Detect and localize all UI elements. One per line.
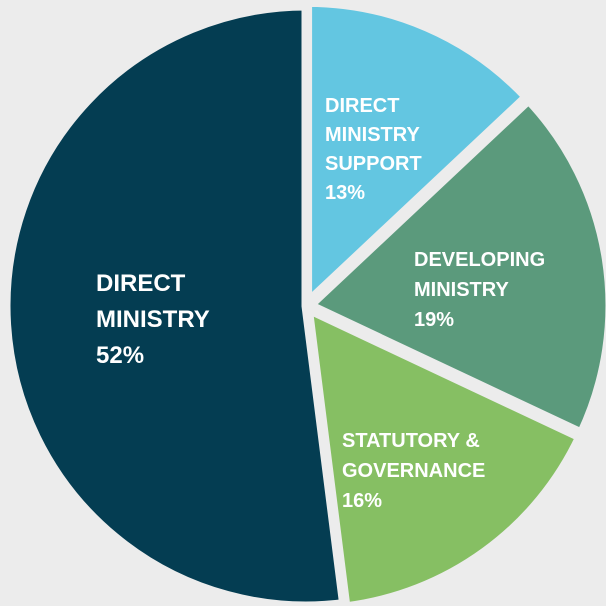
pie-labels: DIRECT MINISTRY SUPPORT 13% DEVELOPING MINIST… bbox=[96, 95, 545, 512]
slice-name-line-3-1: MINISTRY bbox=[96, 306, 210, 333]
slice-name-line-3-0: DIRECT bbox=[96, 270, 186, 297]
slice-label-0: DIRECT MINISTRY SUPPORT 13% bbox=[325, 95, 422, 204]
slice-name-line-1-1: MINISTRY bbox=[414, 279, 509, 301]
slice-value-label-0: 13% bbox=[325, 182, 365, 204]
slice-value-label-3: 52% bbox=[96, 342, 144, 369]
slice-name-line-0-0: DIRECT bbox=[325, 95, 399, 117]
slice-name-line-2-1: GOVERNANCE bbox=[342, 460, 485, 482]
pie-slice-2 bbox=[302, 301, 586, 606]
slice-value-label-2: 16% bbox=[342, 490, 382, 512]
slice-name-line-2-0: STATUTORY & bbox=[342, 430, 480, 452]
slice-name-line-1-0: DEVELOPING bbox=[414, 249, 545, 271]
pie-slice-0 bbox=[303, 0, 533, 313]
slice-value-label-1: 19% bbox=[414, 309, 454, 331]
slice-label-3: DIRECT MINISTRY 52% bbox=[96, 270, 210, 369]
slice-label-1: DEVELOPING MINISTRY 19% bbox=[414, 249, 545, 331]
slice-label-2: STATUTORY & GOVERNANCE 16% bbox=[342, 430, 485, 512]
pie-slice-3 bbox=[1, 1, 349, 606]
pie-slice-1 bbox=[302, 93, 606, 440]
slice-name-line-0-1: MINISTRY bbox=[325, 124, 420, 146]
slice-name-line-0-2: SUPPORT bbox=[325, 153, 422, 175]
